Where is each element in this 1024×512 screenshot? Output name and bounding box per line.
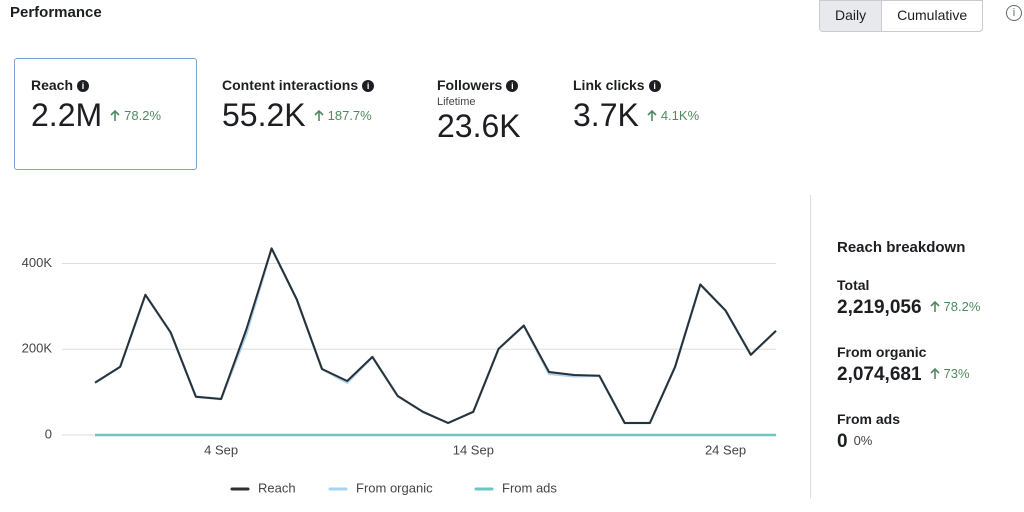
metric-label: Link clicks i xyxy=(573,77,699,93)
legend-label: Reach xyxy=(258,480,296,495)
breakdown-label: From ads xyxy=(837,411,901,427)
metric-change: 4.1K% xyxy=(647,108,699,123)
breakdown-value: 2,219,056 xyxy=(837,297,922,318)
breakdown-change-text: 73% xyxy=(943,366,970,381)
x-tick-label: 4 Sep xyxy=(204,442,238,457)
info-icon[interactable]: i xyxy=(362,80,375,92)
breakdown-value-row: 2,074,681 73% xyxy=(837,364,970,386)
y-tick-label: 200K xyxy=(22,341,53,356)
tab[interactable]: Daily xyxy=(820,1,883,31)
metric-value-row: 2.2M 78.2% xyxy=(31,97,196,134)
metric-card[interactable]: Link clicks i 3.7K 4.1K% xyxy=(573,58,699,189)
metric-card[interactable]: Reach i 2.2M 78.2% xyxy=(14,58,197,170)
info-icon[interactable]: i xyxy=(77,80,90,92)
series-line xyxy=(94,247,777,424)
tab-group: Daily Cumulative xyxy=(819,0,984,32)
metric-label-text: Link clicks xyxy=(573,77,645,93)
legend-label: From organic xyxy=(356,480,433,495)
metric-label: Reach i xyxy=(31,77,196,93)
metric-label: Followers i xyxy=(437,77,521,93)
metric-value-row: 55.2K 187.7% xyxy=(222,97,374,134)
breakdown-change-text: 78.2% xyxy=(943,299,981,314)
page-title: Performance xyxy=(10,4,102,21)
metric-change-text: 187.7% xyxy=(327,108,372,123)
metric-change-text: 4.1K% xyxy=(660,108,700,123)
breakdown-value-row: 0 0% xyxy=(837,431,900,453)
breakdown-value: 2,074,681 xyxy=(837,364,922,385)
metric-value-row: 3.7K 4.1K% xyxy=(573,97,699,134)
metric-change: 78.2% xyxy=(110,108,161,123)
info-icon[interactable]: i xyxy=(1006,5,1022,21)
metric-change: 187.7% xyxy=(314,108,372,123)
y-tick-label: 0 xyxy=(45,426,52,441)
breakdown-item: From organic 2,074,681 73% xyxy=(837,344,970,386)
breakdown-change: 73% xyxy=(929,366,970,381)
metric-card[interactable]: Content interactions i 55.2K 187.7% xyxy=(222,58,375,189)
info-icon[interactable]: i xyxy=(506,80,519,92)
metric-sublabel: Lifetime xyxy=(437,96,476,108)
divider xyxy=(810,195,811,498)
breakdown-change: 78.2% xyxy=(929,299,981,314)
tab[interactable]: Cumulative xyxy=(897,7,968,23)
breakdown-value-row: 2,219,056 78.2% xyxy=(837,297,980,319)
metric-label-text: Reach xyxy=(31,77,74,93)
info-icon[interactable]: i xyxy=(648,80,661,92)
legend-label: From ads xyxy=(502,480,557,495)
metric-value: 23.6K xyxy=(437,108,521,144)
x-tick-label: 24 Sep xyxy=(705,442,746,457)
metric-value: 55.2K xyxy=(222,97,306,133)
breakdown-change: 0% xyxy=(853,433,873,448)
metric-label-text: Content interactions xyxy=(222,77,359,93)
metric-value: 3.7K xyxy=(573,97,639,133)
breakdown-title: Reach breakdown xyxy=(837,239,966,256)
metric-change-text: 78.2% xyxy=(124,108,162,123)
y-tick-label: 400K xyxy=(22,255,53,270)
breakdown-value: 0 xyxy=(837,431,848,452)
breakdown-item: From ads 0 0% xyxy=(837,411,900,453)
x-tick-label: 14 Sep xyxy=(453,442,494,457)
breakdown-label: Total xyxy=(837,277,870,293)
metric-label-text: Followers xyxy=(437,77,503,93)
chart: 0 200K 400K 4 Sep 14 Sep 24 Sep Reach From orga… xyxy=(22,247,777,495)
breakdown-label: From organic xyxy=(837,344,927,360)
metric-value: 2.2M xyxy=(31,97,103,133)
metric-card[interactable]: Followers i Lifetime 23.6K xyxy=(437,58,521,189)
breakdown-item: Total 2,219,056 78.2% xyxy=(837,277,980,319)
metric-label: Content interactions i xyxy=(222,77,375,93)
